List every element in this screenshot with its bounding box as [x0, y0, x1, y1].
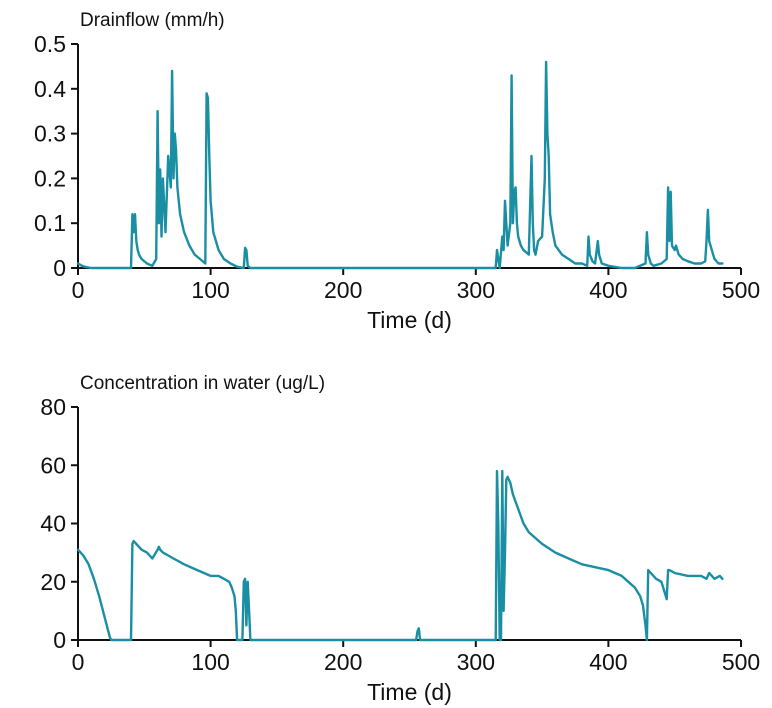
- y-tick-label: 80: [40, 394, 66, 420]
- y-tick-label: 0.2: [34, 165, 66, 191]
- series-line: [76, 469, 724, 642]
- x-axis-label: Time (d): [367, 307, 452, 333]
- y-tick-label: 0.5: [34, 31, 66, 57]
- drainflow-chart: Drainflow (mm/h) Time (d) 00.10.20.30.40…: [34, 10, 760, 333]
- x-tick-label: 300: [457, 649, 495, 675]
- series-layer: [76, 469, 724, 642]
- x-tick-label: 0: [72, 649, 85, 675]
- axes: 0 20 40 60 80 0 100 200 300 400 500: [40, 394, 760, 675]
- x-tick-label: 500: [722, 277, 760, 303]
- x-axis-label: Time (d): [367, 679, 452, 705]
- x-tick-label: 0: [72, 277, 85, 303]
- y-tick-label: 20: [40, 569, 66, 595]
- y-tick-label: 0: [53, 627, 66, 653]
- chart-title: Drainflow (mm/h): [80, 10, 225, 31]
- x-tick-label: 400: [589, 649, 627, 675]
- axes: 0 0.1 0.2 0.3 0.4 0.5 0 100 200 300 400 500: [34, 31, 760, 303]
- y-tick-label: 0.3: [34, 121, 66, 147]
- y-tick-label: 0.1: [34, 210, 66, 236]
- x-tick-label: 200: [324, 277, 362, 303]
- x-tick-label: 300: [457, 277, 495, 303]
- x-tick-label: 200: [324, 649, 362, 675]
- x-tick-label: 100: [191, 277, 229, 303]
- chart-title: Concentration in water (ug/L): [80, 373, 325, 394]
- y-tick-label: 0: [53, 255, 66, 281]
- x-tick-label: 100: [191, 649, 229, 675]
- y-tick-label: 0.4: [34, 76, 66, 102]
- y-tick-label: 40: [40, 511, 66, 537]
- x-tick-label: 500: [722, 649, 760, 675]
- concentration-chart: Concentration in water (ug/L) Time (d) 0…: [40, 373, 760, 705]
- x-tick-label: 400: [589, 277, 627, 303]
- series-line: [76, 60, 724, 270]
- series-layer: [76, 60, 724, 270]
- y-tick-label: 60: [40, 452, 66, 478]
